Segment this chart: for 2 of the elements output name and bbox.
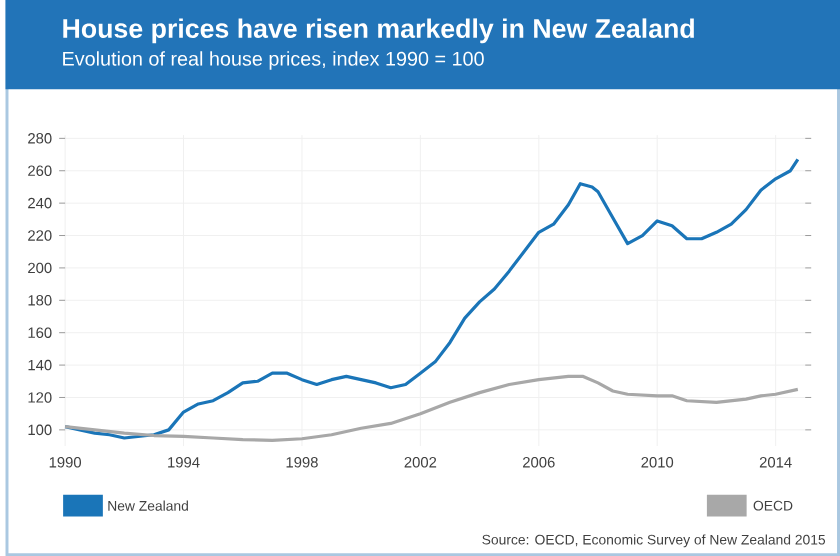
chart-title: House prices have risen markedly in New Zealand [63, 18, 694, 44]
chart-subtitle: Evolution of real house prices, index 1990 = 100 [63, 51, 484, 70]
